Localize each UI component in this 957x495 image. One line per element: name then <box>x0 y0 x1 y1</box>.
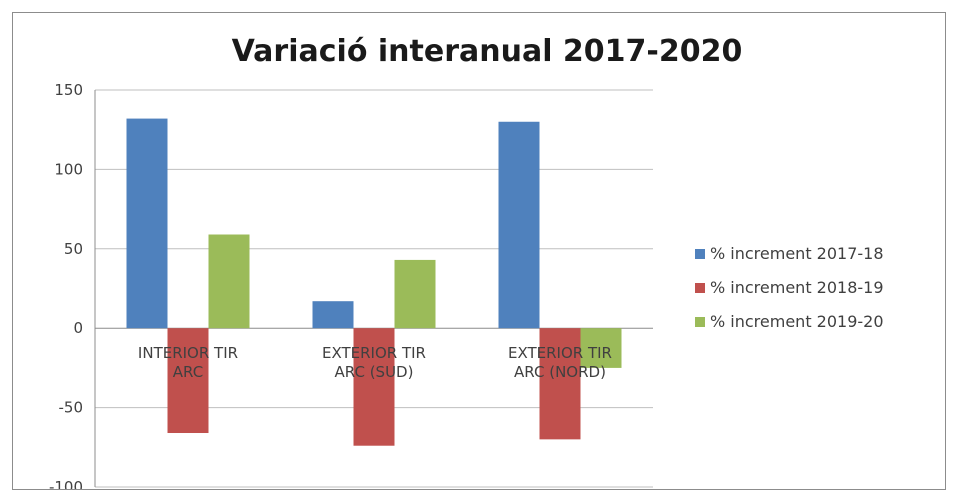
bar <box>167 328 209 434</box>
bar <box>312 301 354 329</box>
y-tick-label: -50 <box>59 399 84 417</box>
bar-chart: Variació interanual 2017-2020 150 100 50 0 -… <box>49 34 884 489</box>
legend-label: % increment 2018-19 <box>710 278 884 297</box>
bar <box>580 328 622 368</box>
chart-frame: Variació interanual 2017-2020 150 100 50 0 -… <box>12 12 946 490</box>
y-tick-label: 0 <box>73 319 83 337</box>
bar <box>208 234 250 329</box>
y-tick-label: 150 <box>54 81 83 99</box>
category-label: EXTERIOR TIR ARC (NORD) <box>508 344 612 381</box>
y-tick-label: 100 <box>54 160 83 178</box>
bar <box>126 118 168 329</box>
chart-title: Variació interanual 2017-2020 <box>232 34 743 69</box>
legend-swatch <box>695 249 705 259</box>
bar <box>394 259 436 329</box>
y-tick-label: -100 <box>49 478 83 489</box>
y-tick-label: 50 <box>64 240 83 258</box>
legend-label: % increment 2019-20 <box>710 312 884 331</box>
legend-swatch <box>695 317 705 327</box>
bar <box>353 328 395 446</box>
legend-swatch <box>695 283 705 293</box>
bar <box>498 121 540 329</box>
bar <box>539 328 581 440</box>
legend-label: % increment 2017-18 <box>710 244 884 263</box>
category-label: INTERIOR TIR ARC <box>138 344 238 381</box>
category-label: EXTERIOR TIR ARC (SUD) <box>322 344 426 381</box>
